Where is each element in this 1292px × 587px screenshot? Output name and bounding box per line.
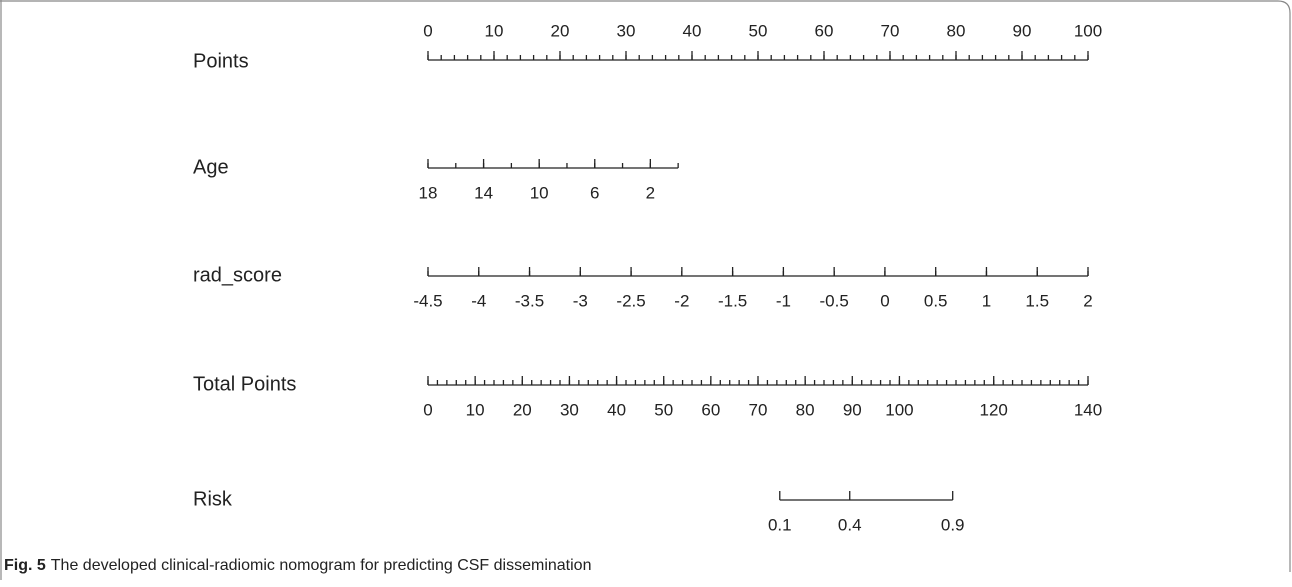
caption-text: The developed clinical-radiomic nomogram… xyxy=(51,557,592,574)
tick-label: 10 xyxy=(466,400,485,419)
tick-label: 50 xyxy=(749,21,768,40)
scale-label: rad_score xyxy=(193,264,282,286)
tick-label: 60 xyxy=(815,21,834,40)
caption-label: Fig. 5 xyxy=(4,557,46,574)
tick-label: 80 xyxy=(947,21,966,40)
scale-label: Points xyxy=(193,50,249,72)
caption: Fig. 5 The developed clinical-radiomic no… xyxy=(4,557,591,574)
tick-label: 6 xyxy=(590,183,599,202)
tick-label: -2 xyxy=(674,291,689,310)
tick-label: 60 xyxy=(701,400,720,419)
tick-label: 2 xyxy=(646,183,655,202)
tick-label: 90 xyxy=(1013,21,1032,40)
scale-label: Total Points xyxy=(193,373,296,395)
tick-label: -4 xyxy=(471,291,486,310)
tick-label: 10 xyxy=(530,183,549,202)
tick-label: 20 xyxy=(551,21,570,40)
tick-label: -1 xyxy=(776,291,791,310)
tick-label: -4.5 xyxy=(413,291,442,310)
tick-label: 40 xyxy=(607,400,626,419)
tick-label: 1 xyxy=(982,291,991,310)
tick-label: 2 xyxy=(1083,291,1092,310)
tick-label: 140 xyxy=(1074,400,1102,419)
scale-label: Risk xyxy=(193,488,233,510)
tick-label: 100 xyxy=(885,400,913,419)
tick-label: 20 xyxy=(513,400,532,419)
tick-label: 14 xyxy=(474,183,493,202)
tick-label: 30 xyxy=(617,21,636,40)
tick-label: -0.5 xyxy=(820,291,849,310)
tick-label: 50 xyxy=(654,400,673,419)
tick-label: 120 xyxy=(980,400,1008,419)
tick-label: 0.4 xyxy=(838,515,862,534)
tick-label: 1.5 xyxy=(1025,291,1049,310)
tick-label: -2.5 xyxy=(616,291,645,310)
tick-label: 18 xyxy=(419,183,438,202)
tick-label: 80 xyxy=(796,400,815,419)
tick-label: 70 xyxy=(881,21,900,40)
tick-label: 0.1 xyxy=(768,515,792,534)
tick-label: -1.5 xyxy=(718,291,747,310)
tick-label: 70 xyxy=(749,400,768,419)
scale-label: Age xyxy=(193,156,229,178)
tick-label: 0.5 xyxy=(924,291,948,310)
tick-label: -3 xyxy=(573,291,588,310)
tick-label: 10 xyxy=(485,21,504,40)
tick-label: 0 xyxy=(423,21,432,40)
tick-label: 90 xyxy=(843,400,862,419)
tick-label: 0 xyxy=(880,291,889,310)
tick-label: -3.5 xyxy=(515,291,544,310)
tick-label: 40 xyxy=(683,21,702,40)
tick-label: 0.9 xyxy=(941,515,965,534)
tick-label: 100 xyxy=(1074,21,1102,40)
tick-label: 0 xyxy=(423,400,432,419)
tick-label: 30 xyxy=(560,400,579,419)
